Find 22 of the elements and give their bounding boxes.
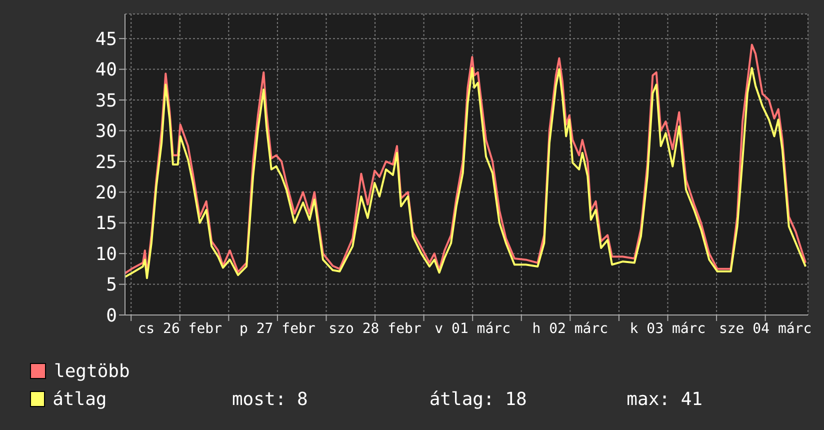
legend-label: átlag: [52, 388, 108, 410]
y-tick-label: 20: [95, 182, 117, 204]
text: max: 41: [626, 388, 704, 410]
x-tick-label: h 02 márc: [532, 320, 608, 337]
y-tick-label: 45: [95, 28, 117, 50]
y-tick-label: 0: [106, 305, 117, 326]
x-tick-label: k 03 márc: [630, 320, 706, 337]
x-tick-label: p 27 febr: [240, 320, 316, 337]
x-tick-label: v 01 márc: [434, 320, 511, 337]
x-tick-label: szo 28 febr: [328, 320, 422, 337]
legend-label: legtöbb: [54, 360, 131, 382]
y-tick-label: 5: [106, 274, 117, 296]
y-tick-label: 40: [95, 60, 117, 81]
y-tick-label: 35: [95, 90, 117, 112]
text: most: 8: [232, 388, 309, 410]
text: átlag: 18: [429, 388, 528, 410]
y-tick-label: 10: [95, 244, 117, 265]
y-tick-label: 30: [95, 121, 117, 142]
x-tick-label: cs 26 febr: [138, 320, 222, 337]
y-tick-label: 15: [95, 213, 117, 234]
y-tick-label: 25: [95, 152, 117, 173]
x-tick-label: sze 04 márc: [718, 320, 812, 337]
